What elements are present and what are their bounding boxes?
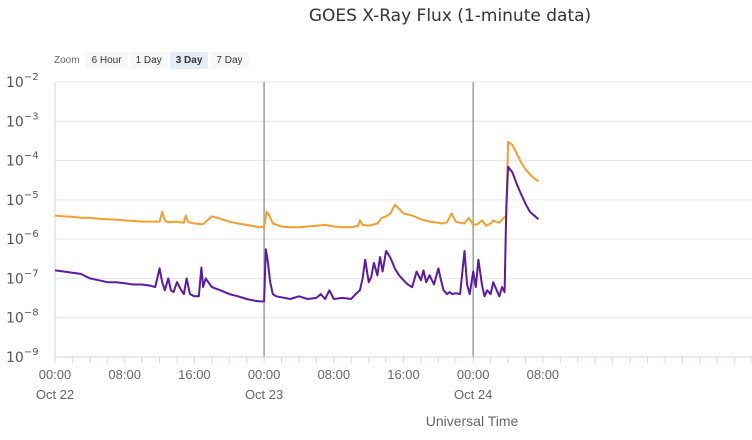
- y-tick-label: 10−2: [6, 72, 39, 91]
- zoom-label: Zoom: [54, 54, 80, 66]
- x-tick-sublabel: Oct 22: [36, 387, 74, 402]
- y-tick-label: 10−5: [6, 190, 39, 209]
- y-tick-label: 10−3: [6, 111, 39, 130]
- x-tick-label: 08:00: [318, 367, 351, 382]
- zoom-button-1-day[interactable]: 1 Day: [129, 51, 168, 69]
- short-channel-series-line: [54, 165, 540, 303]
- chart-title: GOES X-Ray Flux (1-minute data): [308, 6, 592, 26]
- zoom-selector: Zoom 6 Hour 1 Day 3 Day 7 Day: [54, 50, 251, 70]
- x-tick-label: 16:00: [178, 367, 211, 382]
- plot-axes: [54, 82, 752, 363]
- x-tick-label: 00:00: [248, 367, 281, 382]
- x-tick-label: 08:00: [527, 367, 560, 382]
- y-tick-label: 10−8: [6, 308, 39, 327]
- x-tick-sublabel: Oct 23: [245, 387, 283, 402]
- zoom-button-6-hour[interactable]: 6 Hour: [85, 51, 128, 69]
- x-tick-sublabel: Oct 24: [454, 387, 492, 402]
- long-channel-series-line: [54, 140, 540, 229]
- y-tick-label: 10−6: [6, 229, 39, 248]
- x-tick-label: 08:00: [108, 367, 141, 382]
- x-tick-label: 00:00: [39, 367, 72, 382]
- x-tick-label: 16:00: [387, 367, 420, 382]
- y-tick-label: 10−7: [6, 268, 39, 287]
- x-axis-ticks: 00:00 Oct 22 08:00 16:00 00:00 Oct 23 08:00 16:…: [36, 367, 559, 402]
- y-axis-ticks: 10−2 10−3 10−4 10−5 10−6 10−7 10−8 10−9: [6, 72, 39, 366]
- zoom-button-7-day[interactable]: 7 Day: [210, 51, 249, 69]
- y-tick-label: 10−9: [6, 347, 39, 366]
- x-tick-label: 00:00: [457, 367, 490, 382]
- data-series: [54, 140, 540, 303]
- day-dividers: [263, 82, 474, 357]
- x-axis-title: Universal Time: [426, 413, 519, 429]
- y-tick-label: 10−4: [6, 151, 39, 170]
- zoom-button-3-day[interactable]: 3 Day: [169, 51, 209, 69]
